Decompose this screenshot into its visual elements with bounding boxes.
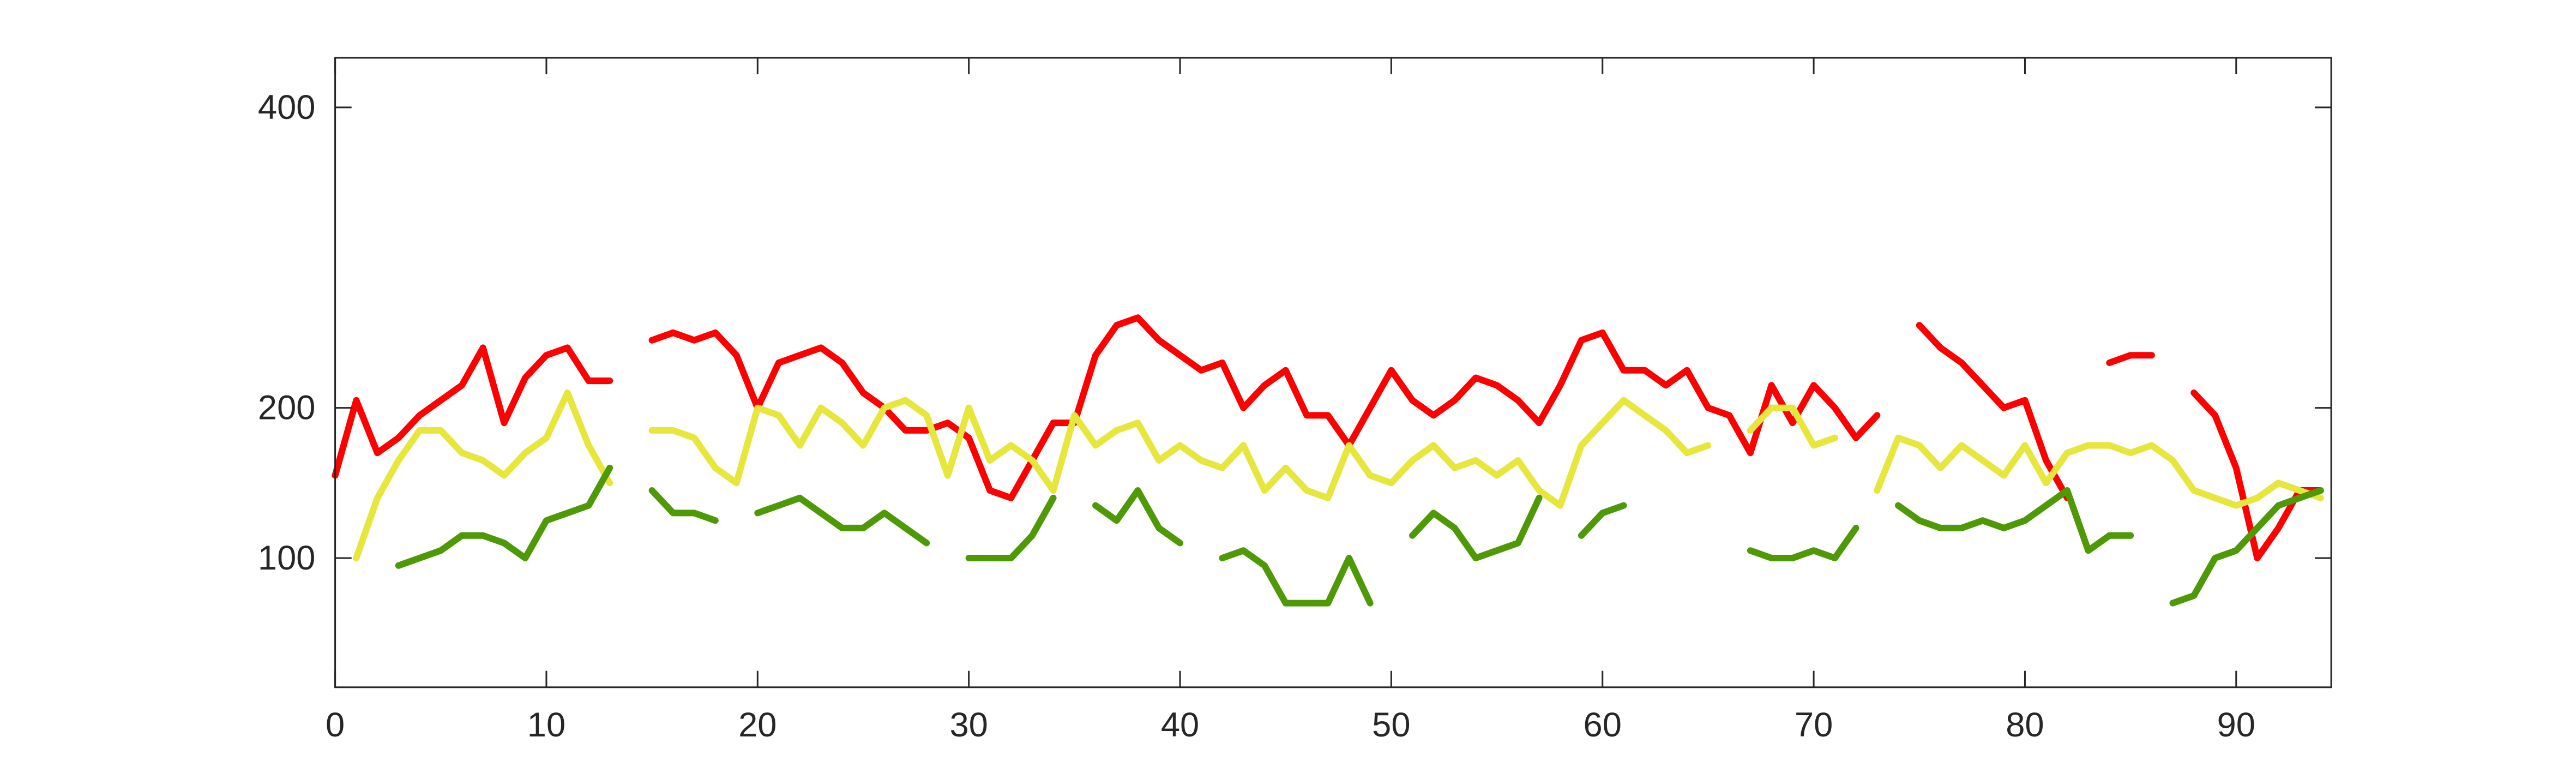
series-line bbox=[353, 390, 2324, 562]
x-tick-label: 30 bbox=[949, 706, 988, 744]
x-tick-label: 60 bbox=[1584, 706, 1622, 744]
axes-box bbox=[334, 57, 2332, 688]
series-line bbox=[395, 464, 2324, 607]
plot-area bbox=[332, 314, 2324, 607]
x-tick-label: 90 bbox=[2217, 706, 2255, 744]
x-tick-label: 50 bbox=[1372, 706, 1410, 744]
y-tick-label: 200 bbox=[258, 389, 316, 427]
x-tick-label: 70 bbox=[1795, 706, 1833, 744]
y-tick-label: 400 bbox=[258, 88, 316, 127]
y-tick-label: 100 bbox=[258, 539, 316, 577]
x-tick-label: 80 bbox=[2006, 706, 2044, 744]
x-tick-label: 20 bbox=[738, 706, 777, 744]
x-tick-label: 0 bbox=[326, 706, 345, 744]
x-tick-label: 40 bbox=[1161, 706, 1199, 744]
x-tick-label: 10 bbox=[527, 706, 565, 744]
series-line bbox=[332, 314, 2324, 562]
